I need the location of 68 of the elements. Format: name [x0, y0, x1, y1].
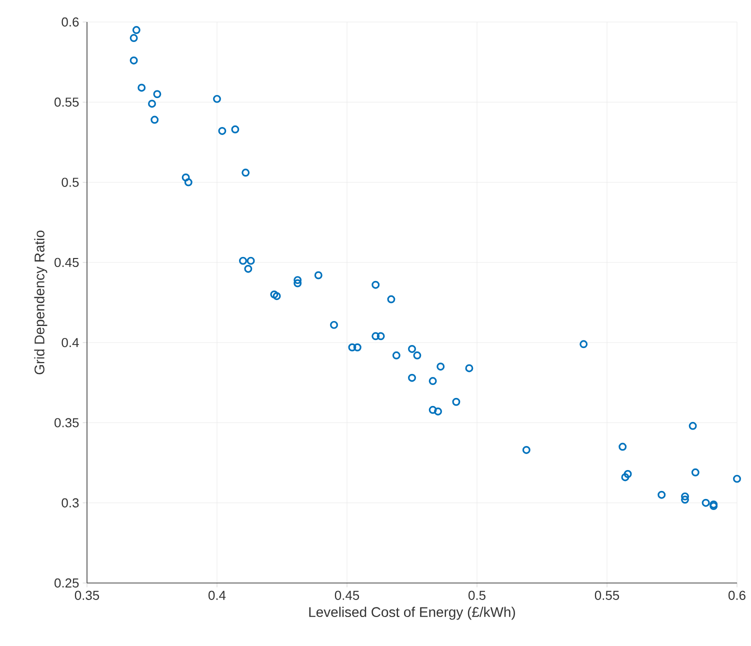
point [182, 173, 190, 182]
point [452, 398, 460, 406]
point [376, 332, 385, 340]
point [465, 364, 474, 372]
point [372, 280, 380, 289]
point [138, 84, 146, 92]
y-tick-label: 0.35 [54, 418, 79, 428]
y-tick-label: 0.45 [54, 258, 79, 268]
point [330, 320, 338, 329]
point [353, 343, 362, 352]
point [681, 496, 689, 504]
point [392, 351, 400, 360]
point [428, 406, 437, 414]
x-tick-label: 0.35 [74, 590, 100, 600]
point [213, 94, 221, 103]
point [428, 377, 437, 386]
point [624, 470, 632, 478]
x-tick-label: 0.6 [728, 590, 746, 600]
y-tick-label: 0.4 [62, 338, 79, 348]
x-tick-label: 0.45 [334, 590, 360, 600]
x-tick-label: 0.5 [468, 590, 486, 600]
point [184, 178, 192, 186]
point [413, 351, 422, 360]
point [372, 332, 380, 340]
y-tick-label: 0.6 [62, 17, 79, 27]
point [348, 343, 356, 352]
point [618, 442, 627, 451]
x-tick-label: 0.55 [594, 590, 620, 600]
y-tick-label: 0.55 [54, 98, 79, 107]
point [580, 340, 588, 348]
point [132, 26, 140, 34]
point [294, 279, 302, 288]
point [153, 90, 162, 98]
y-tick-label: 0.25 [54, 578, 79, 588]
point [436, 362, 445, 371]
point [148, 100, 156, 108]
point [270, 290, 278, 298]
point [130, 56, 138, 64]
point [702, 498, 710, 507]
x-tick-label: 0.4 [208, 590, 226, 600]
point [244, 264, 252, 273]
point [150, 116, 159, 124]
y-tick-label: 0.3 [62, 498, 79, 508]
point [408, 374, 416, 382]
point [387, 295, 396, 304]
point [691, 468, 700, 476]
point [688, 422, 697, 430]
point [246, 256, 255, 265]
point [242, 168, 250, 177]
point [434, 408, 442, 416]
point [218, 127, 226, 135]
point [130, 34, 138, 42]
point [658, 490, 666, 499]
y-axis-title: Grid Dependency Ratio [34, 230, 48, 374]
point [294, 276, 302, 284]
point [733, 474, 741, 483]
point [710, 502, 718, 510]
point [231, 125, 240, 134]
point [621, 473, 630, 482]
point [314, 271, 322, 280]
point [681, 492, 689, 500]
y-tick-label: 0.5 [62, 178, 79, 187]
point [710, 500, 718, 508]
x-axis-title: Levelised Cost of Energy (£/kWh) [309, 606, 515, 620]
point [272, 292, 281, 300]
point [408, 344, 416, 353]
point [239, 256, 247, 265]
point [522, 446, 530, 454]
